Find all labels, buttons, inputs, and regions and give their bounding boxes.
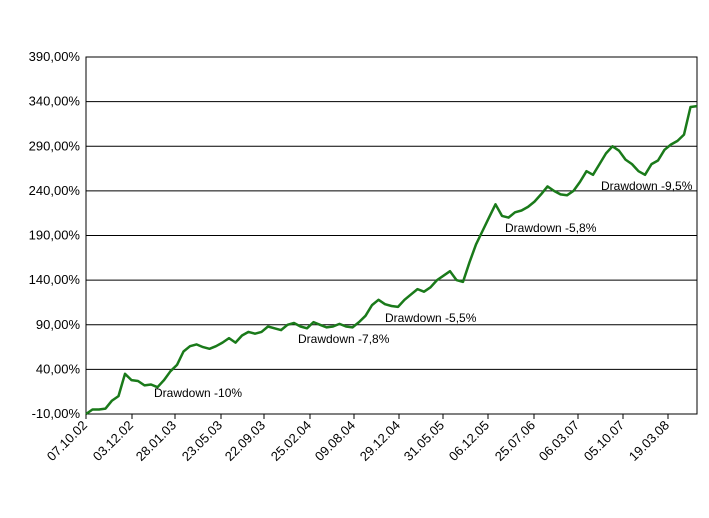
- y-tick-label: 240,00%: [29, 183, 81, 198]
- y-tick-label: 390,00%: [29, 49, 81, 64]
- y-axis: -10,00% 40,00% 90,00% 140,00% 190,00% 240,00%…: [29, 49, 81, 421]
- series-line: [85, 104, 698, 416]
- x-tick-label: 07.10.02: [44, 418, 90, 464]
- y-tick-label: 140,00%: [29, 272, 81, 287]
- y-tick-label: 40,00%: [36, 361, 81, 376]
- annotation-drawdown-2: Drawdown -7,8%: [298, 332, 390, 346]
- x-tick-label: 28.01.03: [133, 418, 179, 464]
- annotation-drawdown-3: Drawdown -5,5%: [385, 311, 477, 325]
- annotation-drawdown-4: Drawdown -5,8%: [505, 221, 597, 235]
- x-tick-label: 06.03.07: [536, 418, 582, 464]
- y-tick-label: -10,00%: [32, 406, 81, 421]
- grid-lines: [86, 56, 697, 415]
- y-tick-label: 290,00%: [29, 138, 81, 153]
- annotation-drawdown-1: Drawdown -10%: [154, 386, 242, 400]
- x-tick-label: 03.12.02: [90, 418, 136, 464]
- x-tick-label: 09.08.04: [312, 418, 358, 464]
- plot-area: [85, 56, 698, 415]
- x-tick-label: 05.10.07: [581, 418, 627, 464]
- annotation-drawdown-5: Drawdown -9,5%: [601, 179, 693, 193]
- x-tick-label: 19.03.08: [626, 418, 672, 464]
- x-tick-label: 29.12.04: [357, 418, 403, 464]
- x-tick-label: 25.07.06: [492, 418, 538, 464]
- x-tick-label: 31.05.05: [401, 418, 447, 464]
- y-tick-label: 90,00%: [36, 317, 81, 332]
- y-tick-label: 340,00%: [29, 94, 81, 109]
- x-tick-label: 23.05.03: [179, 418, 225, 464]
- x-tick-label: 25.02.04: [268, 418, 314, 464]
- y-tick-label: 190,00%: [29, 228, 81, 243]
- x-tick-label: 06.12.05: [446, 418, 492, 464]
- x-tick-label: 22.09.03: [222, 418, 268, 464]
